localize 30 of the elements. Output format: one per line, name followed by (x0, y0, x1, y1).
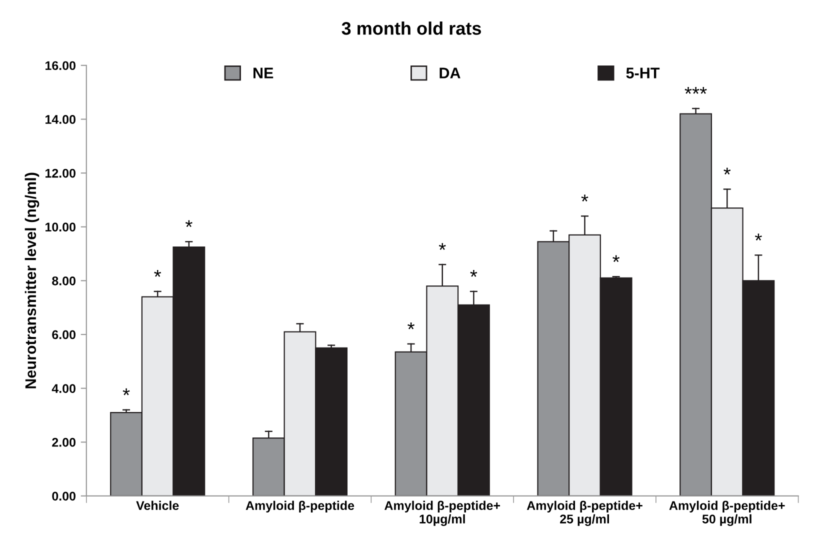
y-tick-label: 16.00 (46, 61, 76, 70)
data-label: * (122, 388, 130, 396)
legend-label: DA (440, 68, 460, 78)
data-label: * (438, 243, 446, 250)
x-tick-label: Amyloid β-peptide+ 50 µg/ml (669, 500, 785, 526)
data-label: * (581, 194, 588, 202)
data-label: * (154, 270, 162, 277)
y-tick-label: 10.00 (46, 222, 76, 232)
y-tick-label: 8.00 (52, 276, 76, 286)
y-axis-title: Neurotransmitter level (ng/ml) (24, 172, 40, 388)
legend-label: NE (254, 68, 274, 78)
x-tick-label: Amyloid β-peptide+ 25 µg/ml (526, 500, 642, 526)
data-label: * (470, 270, 478, 277)
data-label: * (724, 168, 731, 175)
y-tick-label: 2.00 (52, 438, 76, 447)
data-label: *** (684, 87, 707, 94)
x-tick-label: Amyloid β-peptide+ 10µg/ml (384, 500, 500, 526)
data-label: * (408, 322, 415, 330)
x-tick-label: Amyloid β-peptide (246, 500, 354, 512)
legend-label: 5-HT (626, 68, 660, 78)
y-tick-label: 14.00 (46, 115, 76, 124)
chart-title: 3 month old rats (342, 22, 481, 35)
y-tick-label: 6.00 (52, 330, 76, 340)
x-tick-label: Vehicle (136, 500, 179, 510)
data-label: * (185, 220, 192, 228)
data-label: * (612, 255, 620, 262)
y-tick-label: 12.00 (46, 168, 76, 178)
y-tick-label: 0.00 (52, 492, 76, 501)
data-label: * (754, 234, 762, 240)
y-tick-label: 4.00 (52, 384, 76, 393)
